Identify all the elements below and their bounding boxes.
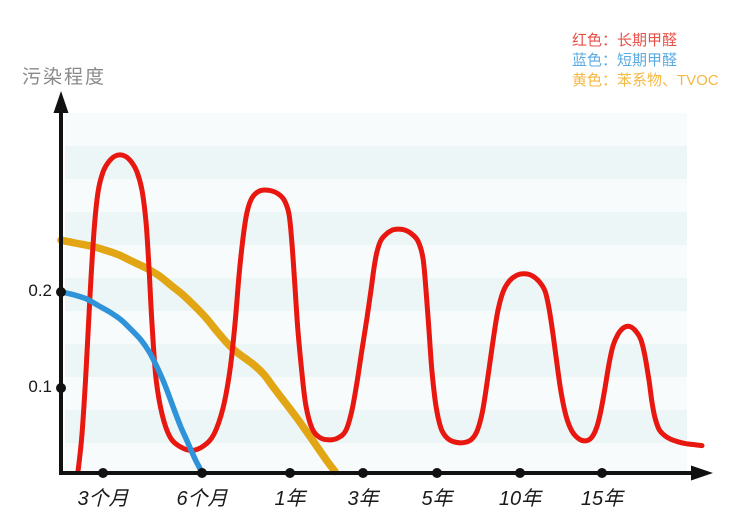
x-tick-label-2: 1年 — [274, 488, 306, 510]
x-tick-label-5: 10年 — [498, 488, 542, 510]
y-tick-label-0: 0.2 — [28, 281, 52, 300]
x-tick-dot-0 — [98, 468, 108, 478]
x-tick-label-4: 5年 — [421, 488, 453, 510]
x-tick-dot-1 — [197, 468, 207, 478]
x-tick-dot-5 — [515, 468, 525, 478]
x-tick-label-3: 3年 — [347, 488, 379, 510]
tick-dots-layer — [56, 287, 607, 478]
y-tick-dot-0 — [56, 287, 66, 297]
y-tick-label-1: 0.1 — [28, 377, 52, 396]
long-term-formaldehyde-curve — [75, 152, 705, 474]
short-term-formaldehyde-curve — [59, 289, 205, 477]
y-axis-title: 污染程度 — [22, 67, 107, 88]
plot-background-stripes — [65, 113, 687, 473]
x-tick-dot-3 — [358, 468, 368, 478]
x-tick-dot-4 — [432, 468, 442, 478]
x-tick-dot-6 — [597, 468, 607, 478]
benzene-tvoc-curve — [57, 236, 339, 476]
legend-item-benzene-tvoc: 黄色：苯系物、TVOC — [572, 72, 719, 89]
x-tick-label-6: 15年 — [580, 488, 624, 510]
x-tick-dot-2 — [285, 468, 295, 478]
x-tick-label-1: 6个月 — [176, 488, 228, 510]
legend: 红色：长期甲醛 蓝色：短期甲醛 黄色：苯系物、TVOC — [572, 31, 719, 91]
y-axis-arrow-icon — [53, 91, 69, 113]
legend-item-short-term-formaldehyde: 蓝色：短期甲醛 — [572, 52, 678, 69]
curves-layer — [57, 152, 705, 477]
legend-item-long-term-formaldehyde: 红色：长期甲醛 — [572, 32, 678, 49]
y-tick-dot-1 — [56, 383, 66, 393]
x-axis-arrow-icon — [691, 465, 713, 481]
x-tick-label-0: 3个月 — [77, 488, 129, 510]
